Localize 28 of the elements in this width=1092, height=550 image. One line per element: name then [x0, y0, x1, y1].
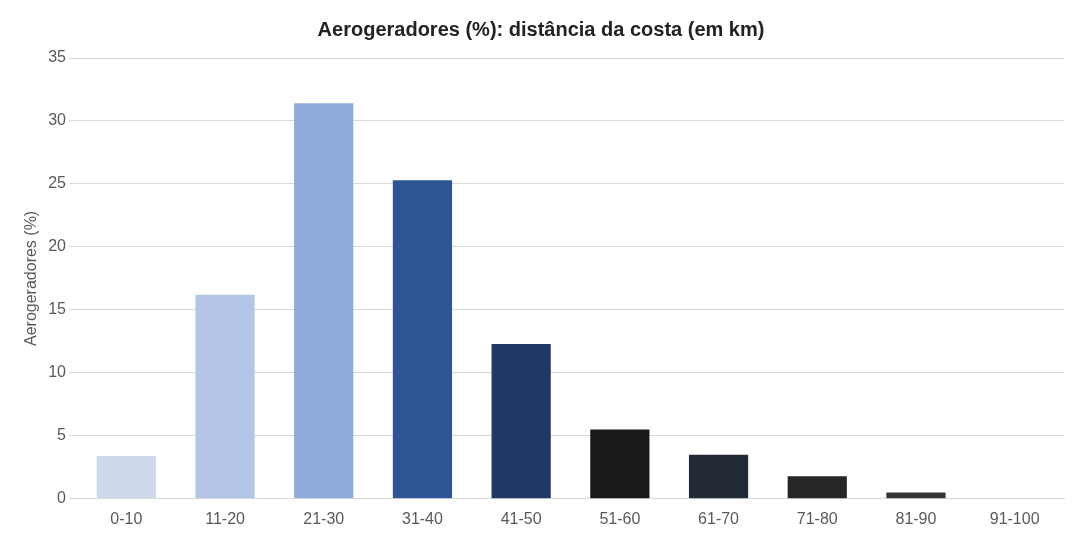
y-tick-label: 30 [48, 111, 67, 129]
y-tick-label: 35 [48, 48, 67, 66]
x-tick-label: 31-40 [401, 509, 444, 527]
bar [688, 454, 749, 499]
x-tick-label: 91-100 [989, 509, 1040, 527]
bar [590, 429, 650, 499]
x-tick-label: 71-80 [796, 509, 838, 527]
bar [491, 343, 551, 499]
y-tick-label: 0 [57, 489, 67, 507]
y-tick-label: 20 [48, 237, 67, 255]
x-tick-label: 41-50 [500, 509, 542, 527]
y-tick-label: 5 [57, 426, 67, 444]
x-tick-label: 21-30 [303, 509, 345, 527]
y-tick-label: 25 [48, 174, 67, 192]
x-tick-label: 51-60 [599, 509, 641, 527]
chart-title: Aerogeradores (%): distância da costa (em km) [317, 17, 765, 40]
x-tick-label: 11-20 [205, 509, 246, 527]
bar [195, 294, 255, 499]
y-tick-label: 15 [48, 300, 67, 318]
bar [96, 455, 156, 499]
bar [787, 476, 847, 499]
bar [392, 180, 453, 499]
bar [294, 103, 354, 499]
x-tick-label: 61-70 [698, 509, 740, 527]
x-tick-label: 81-90 [895, 509, 937, 527]
x-tick-label: 0-10 [110, 509, 143, 527]
y-tick-label: 10 [48, 363, 67, 381]
y-axis-title: Aerogeradores (%) [22, 210, 40, 346]
